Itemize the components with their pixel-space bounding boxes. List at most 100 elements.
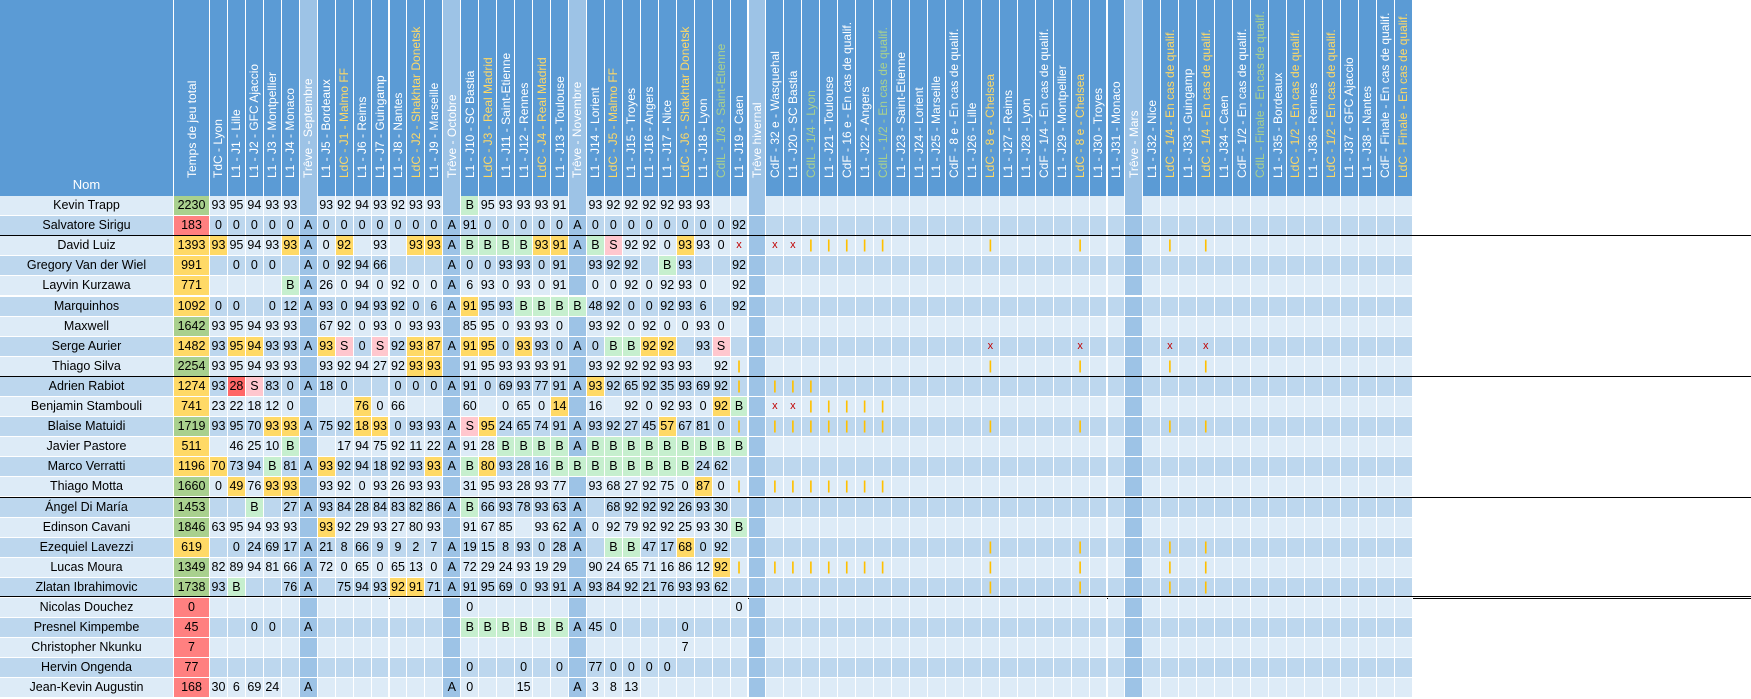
match-cell[interactable]: 94 [353, 296, 372, 317]
match-cell[interactable] [1125, 256, 1144, 277]
match-cell[interactable]: 26 [676, 497, 695, 518]
match-cell[interactable] [1035, 437, 1054, 458]
match-cell[interactable] [1269, 557, 1287, 578]
column-header[interactable]: CdF - Finale - En cas de qualif. [1376, 0, 1395, 196]
match-cell[interactable]: 75 [335, 577, 354, 598]
match-cell[interactable]: 69 [497, 577, 516, 598]
match-cell[interactable]: 29 [479, 557, 498, 578]
match-cell[interactable] [1215, 356, 1234, 377]
match-cell[interactable] [963, 517, 982, 538]
match-cell[interactable]: 85 [461, 316, 480, 337]
match-cell[interactable] [210, 276, 228, 297]
match-cell[interactable] [766, 316, 785, 337]
match-cell[interactable]: B [730, 437, 749, 458]
match-cell[interactable] [1143, 276, 1162, 297]
match-cell[interactable] [1304, 517, 1323, 538]
match-cell[interactable] [802, 678, 821, 699]
match-cell[interactable]: 0 [622, 658, 641, 679]
match-cell[interactable] [443, 316, 462, 337]
match-cell[interactable]: | [838, 236, 857, 257]
match-cell[interactable] [1251, 557, 1270, 578]
player-name-cell[interactable]: Thiago Silva [0, 356, 174, 377]
match-cell[interactable] [748, 196, 767, 216]
match-cell[interactable] [533, 658, 552, 679]
column-header[interactable]: CdlL - Finale - En cas de qualif. [1251, 0, 1270, 196]
match-cell[interactable]: 0 [640, 216, 659, 237]
total-time-cell[interactable]: 1642 [174, 316, 210, 337]
match-cell[interactable] [1269, 397, 1287, 417]
match-cell[interactable] [963, 417, 982, 438]
match-cell[interactable] [1394, 658, 1413, 679]
match-cell[interactable]: x [784, 236, 803, 257]
match-cell[interactable] [1304, 457, 1323, 478]
match-cell[interactable] [1304, 216, 1323, 237]
match-cell[interactable]: 0 [533, 216, 552, 237]
match-cell[interactable] [766, 678, 785, 699]
match-cell[interactable]: 74 [533, 417, 552, 438]
match-cell[interactable] [1233, 316, 1252, 337]
match-cell[interactable] [999, 457, 1018, 478]
column-header[interactable]: Trêve - Novembre [569, 0, 587, 196]
match-cell[interactable] [856, 376, 875, 397]
match-cell[interactable] [802, 537, 821, 558]
match-cell[interactable] [1340, 276, 1359, 297]
match-cell[interactable] [1143, 678, 1162, 699]
match-cell[interactable]: 95 [479, 296, 498, 317]
column-header[interactable]: L1 - J19 - Caen [730, 0, 749, 196]
match-cell[interactable] [1358, 196, 1377, 216]
match-cell[interactable] [1322, 557, 1341, 578]
match-cell[interactable]: 92 [622, 577, 641, 598]
match-cell[interactable] [928, 316, 946, 337]
match-cell[interactable]: 91 [461, 336, 480, 357]
match-cell[interactable] [766, 437, 785, 458]
match-cell[interactable] [1394, 216, 1413, 237]
match-cell[interactable] [999, 517, 1018, 538]
match-cell[interactable] [1340, 316, 1359, 337]
match-cell[interactable] [1287, 557, 1305, 578]
match-cell[interactable] [945, 437, 964, 458]
match-cell[interactable] [622, 618, 641, 639]
match-cell[interactable] [1394, 477, 1413, 498]
match-cell[interactable] [1017, 216, 1036, 237]
match-cell[interactable] [748, 477, 767, 498]
match-cell[interactable]: 0 [389, 376, 408, 397]
match-cell[interactable]: 0 [533, 397, 552, 417]
match-cell[interactable] [1340, 638, 1359, 659]
match-cell[interactable]: A [443, 336, 462, 357]
match-cell[interactable]: 0 [353, 477, 372, 498]
match-cell[interactable] [802, 658, 821, 679]
match-cell[interactable] [945, 376, 964, 397]
column-header[interactable]: LdC - 1/4 - En cas de qualif. [1197, 0, 1216, 196]
match-cell[interactable]: 0 [210, 477, 228, 498]
match-cell[interactable]: 18 [317, 376, 336, 397]
match-cell[interactable] [371, 376, 390, 397]
match-cell[interactable]: 92 [604, 376, 623, 397]
match-cell[interactable]: | [784, 477, 803, 498]
match-cell[interactable] [838, 577, 857, 598]
match-cell[interactable]: 0 [497, 316, 516, 337]
match-cell[interactable] [1143, 256, 1162, 277]
match-cell[interactable]: | [856, 397, 875, 417]
match-cell[interactable] [1269, 417, 1287, 438]
match-cell[interactable]: 93 [317, 497, 336, 518]
match-cell[interactable] [299, 356, 318, 377]
match-cell[interactable]: 93 [263, 316, 282, 337]
match-cell[interactable]: 93 [210, 577, 228, 598]
match-cell[interactable] [838, 678, 857, 699]
match-cell[interactable]: 93 [533, 336, 552, 357]
match-cell[interactable] [299, 397, 318, 417]
match-cell[interactable] [910, 296, 928, 317]
match-cell[interactable] [1017, 276, 1036, 297]
match-cell[interactable]: 0 [551, 316, 569, 337]
match-cell[interactable] [407, 678, 426, 699]
match-cell[interactable] [802, 356, 821, 377]
match-cell[interactable]: 24 [604, 557, 623, 578]
match-cell[interactable] [389, 678, 408, 699]
match-cell[interactable] [981, 296, 1000, 317]
match-cell[interactable] [1394, 537, 1413, 558]
match-cell[interactable] [335, 658, 354, 679]
column-header[interactable]: L1 - J30 - Troyes [1089, 0, 1108, 196]
match-cell[interactable] [1376, 577, 1395, 598]
match-cell[interactable]: 93 [407, 477, 426, 498]
match-cell[interactable] [766, 196, 785, 216]
